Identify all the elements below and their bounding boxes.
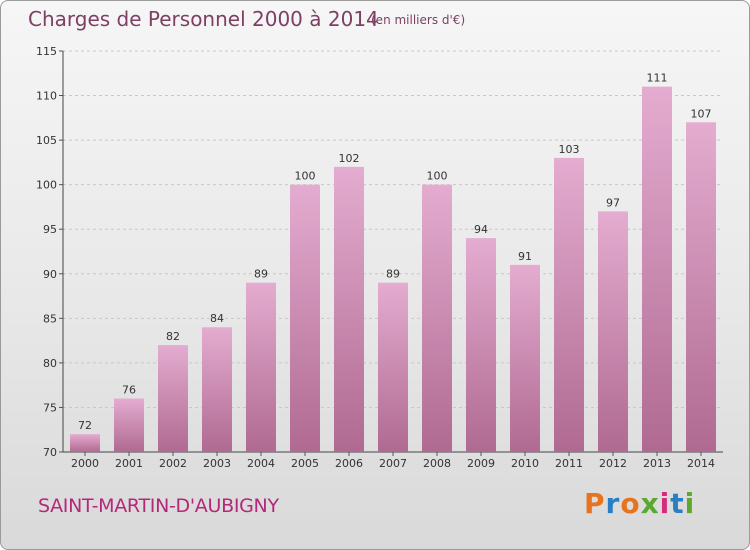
bar bbox=[334, 166, 364, 452]
x-tick-label: 2009 bbox=[467, 457, 495, 470]
x-tick-label: 2006 bbox=[335, 457, 363, 470]
bar bbox=[70, 434, 100, 452]
bar bbox=[246, 282, 276, 452]
data-label: 103 bbox=[559, 143, 580, 156]
data-label: 100 bbox=[427, 170, 448, 183]
data-label: 76 bbox=[122, 384, 136, 397]
x-tick-label: 2005 bbox=[291, 457, 319, 470]
bar bbox=[642, 86, 672, 453]
data-label: 72 bbox=[78, 419, 92, 432]
bar bbox=[202, 327, 232, 452]
x-tick-label: 2002 bbox=[159, 457, 187, 470]
y-tick-label: 100 bbox=[36, 179, 57, 192]
x-tick-label: 2000 bbox=[71, 457, 99, 470]
x-tick-label: 2008 bbox=[423, 457, 451, 470]
bar bbox=[466, 238, 496, 452]
y-tick-label: 70 bbox=[43, 446, 57, 459]
bar bbox=[686, 122, 716, 453]
y-tick-label: 115 bbox=[36, 45, 57, 58]
logo-letter: t bbox=[670, 487, 685, 520]
data-label: 100 bbox=[295, 170, 316, 183]
bar bbox=[554, 157, 584, 452]
chart-subtitle: (en milliers d'€) bbox=[371, 13, 466, 27]
data-label: 89 bbox=[386, 268, 400, 281]
bar bbox=[510, 264, 540, 452]
x-tick-label: 2014 bbox=[687, 457, 715, 470]
bar bbox=[422, 184, 452, 452]
x-tick-label: 2001 bbox=[115, 457, 143, 470]
bar bbox=[290, 184, 320, 452]
x-tick-label: 2012 bbox=[599, 457, 627, 470]
y-tick-label: 105 bbox=[36, 134, 57, 147]
proxiti-logo: Proxiti bbox=[584, 487, 695, 520]
bar bbox=[598, 211, 628, 452]
data-label: 102 bbox=[339, 152, 360, 165]
data-label: 111 bbox=[647, 72, 668, 85]
data-label: 91 bbox=[518, 250, 532, 263]
logo-letter: i bbox=[684, 487, 696, 520]
data-label: 89 bbox=[254, 268, 268, 281]
data-label: 82 bbox=[166, 330, 180, 343]
data-label: 84 bbox=[210, 312, 224, 325]
logo-letter: o bbox=[620, 487, 641, 520]
y-tick-label: 90 bbox=[43, 268, 57, 281]
x-tick-label: 2004 bbox=[247, 457, 275, 470]
y-tick-label: 80 bbox=[43, 357, 57, 370]
x-tick-label: 2007 bbox=[379, 457, 407, 470]
bar bbox=[158, 345, 188, 452]
logo-letter: r bbox=[605, 487, 621, 520]
y-tick-label: 85 bbox=[43, 312, 57, 325]
x-tick-label: 2010 bbox=[511, 457, 539, 470]
y-tick-label: 75 bbox=[43, 401, 57, 414]
y-tick-label: 110 bbox=[36, 90, 57, 103]
logo-letter: i bbox=[659, 487, 671, 520]
data-label: 94 bbox=[474, 223, 488, 236]
bar bbox=[378, 282, 408, 452]
logo-letter: x bbox=[640, 487, 660, 520]
data-label: 107 bbox=[691, 107, 712, 120]
x-tick-label: 2011 bbox=[555, 457, 583, 470]
data-label: 97 bbox=[606, 196, 620, 209]
logo-letter: P bbox=[584, 487, 606, 520]
x-tick-label: 2003 bbox=[203, 457, 231, 470]
y-tick-label: 95 bbox=[43, 223, 57, 236]
bar bbox=[114, 398, 144, 452]
place-name: SAINT-MARTIN-D'AUBIGNY bbox=[38, 495, 279, 517]
chart-title: Charges de Personnel 2000 à 2014 bbox=[28, 7, 379, 31]
x-tick-label: 2013 bbox=[643, 457, 671, 470]
